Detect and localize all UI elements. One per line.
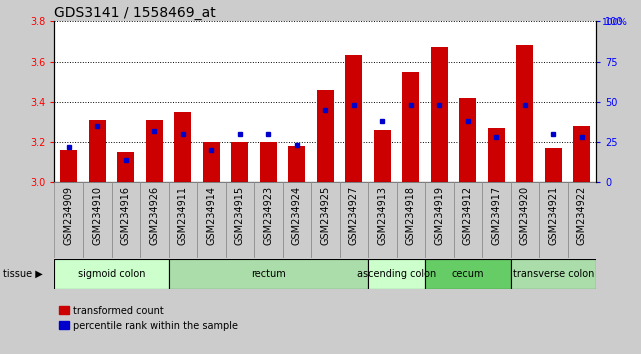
Bar bbox=[516, 45, 533, 182]
Bar bbox=[260, 142, 277, 182]
Text: tissue ▶: tissue ▶ bbox=[3, 269, 43, 279]
Bar bbox=[54, 182, 83, 258]
Text: GSM234918: GSM234918 bbox=[406, 186, 416, 245]
Bar bbox=[511, 182, 539, 258]
Text: transverse colon: transverse colon bbox=[513, 269, 594, 279]
Bar bbox=[174, 112, 191, 182]
Bar bbox=[117, 152, 135, 182]
Text: GSM234921: GSM234921 bbox=[548, 186, 558, 245]
Bar bbox=[169, 182, 197, 258]
Bar bbox=[539, 182, 568, 258]
Bar bbox=[425, 182, 454, 258]
Text: GSM234916: GSM234916 bbox=[121, 186, 131, 245]
Bar bbox=[573, 126, 590, 182]
Text: GSM234912: GSM234912 bbox=[463, 186, 473, 245]
Bar bbox=[169, 259, 368, 289]
Bar bbox=[368, 182, 397, 258]
Text: GSM234909: GSM234909 bbox=[63, 186, 74, 245]
Text: ascending colon: ascending colon bbox=[357, 269, 437, 279]
Text: GSM234925: GSM234925 bbox=[320, 186, 330, 245]
Bar bbox=[568, 182, 596, 258]
Bar bbox=[454, 182, 482, 258]
Bar bbox=[317, 90, 334, 182]
Bar bbox=[140, 182, 169, 258]
Bar bbox=[311, 182, 340, 258]
Text: GSM234913: GSM234913 bbox=[378, 186, 387, 245]
Text: rectum: rectum bbox=[251, 269, 286, 279]
Bar bbox=[374, 130, 391, 182]
Bar bbox=[511, 259, 596, 289]
Text: GSM234917: GSM234917 bbox=[492, 186, 501, 245]
Bar bbox=[403, 72, 419, 182]
Bar bbox=[203, 142, 220, 182]
Bar bbox=[231, 142, 248, 182]
Bar bbox=[112, 182, 140, 258]
Text: 100%: 100% bbox=[602, 18, 628, 28]
Bar bbox=[60, 150, 78, 182]
Bar bbox=[397, 182, 425, 258]
Bar bbox=[226, 182, 254, 258]
Text: GSM234927: GSM234927 bbox=[349, 186, 359, 245]
Bar bbox=[460, 98, 476, 182]
Bar bbox=[283, 182, 311, 258]
Text: GSM234915: GSM234915 bbox=[235, 186, 245, 245]
Bar bbox=[83, 182, 112, 258]
Bar bbox=[345, 56, 362, 182]
Bar bbox=[482, 182, 511, 258]
Bar bbox=[288, 146, 305, 182]
Text: cecum: cecum bbox=[452, 269, 484, 279]
Bar bbox=[146, 120, 163, 182]
Text: GDS3141 / 1558469_at: GDS3141 / 1558469_at bbox=[54, 6, 216, 20]
Bar bbox=[340, 182, 368, 258]
Text: GSM234926: GSM234926 bbox=[149, 186, 159, 245]
Text: GSM234919: GSM234919 bbox=[435, 186, 444, 245]
Text: GSM234914: GSM234914 bbox=[206, 186, 216, 245]
Bar bbox=[197, 182, 226, 258]
Text: GSM234923: GSM234923 bbox=[263, 186, 273, 245]
Bar bbox=[368, 259, 425, 289]
Bar bbox=[488, 128, 505, 182]
Legend: transformed count, percentile rank within the sample: transformed count, percentile rank withi… bbox=[60, 306, 238, 331]
Bar bbox=[54, 259, 169, 289]
Bar bbox=[425, 259, 511, 289]
Text: GSM234920: GSM234920 bbox=[520, 186, 530, 245]
Bar bbox=[88, 120, 106, 182]
Text: GSM234922: GSM234922 bbox=[577, 186, 587, 245]
Text: GSM234911: GSM234911 bbox=[178, 186, 188, 245]
Text: GSM234910: GSM234910 bbox=[92, 186, 103, 245]
Text: sigmoid colon: sigmoid colon bbox=[78, 269, 146, 279]
Text: GSM234924: GSM234924 bbox=[292, 186, 302, 245]
Bar bbox=[254, 182, 283, 258]
Bar bbox=[545, 148, 562, 182]
Bar bbox=[431, 47, 448, 182]
